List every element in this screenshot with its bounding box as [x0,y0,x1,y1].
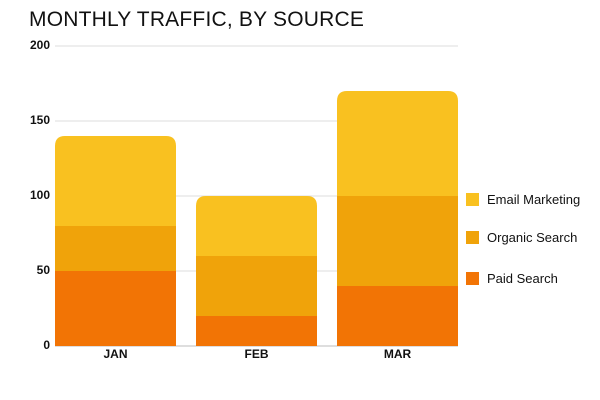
x-tick-label: JAN [103,347,128,361]
bar-segment-feb-paid-search [196,316,317,346]
bar-segment-mar-organic-search [337,196,458,286]
bar-segment-jan-organic-search [55,226,176,271]
y-tick-label: 150 [29,113,50,127]
x-tick-label: MAR [383,347,412,361]
bar-segment-feb-email-marketing [196,196,317,256]
legend-label: Organic Search [487,229,578,245]
y-tick-label: 200 [29,38,50,52]
y-tick-label: 0 [43,338,50,352]
chart-title: MONTHLY TRAFFIC, BY SOURCE [29,8,365,31]
bar-segment-mar-paid-search [337,286,458,346]
bar-stack-mar [337,91,458,346]
y-tick-label: 50 [36,263,50,277]
legend-item: Paid Search [466,270,558,286]
legend-item: Organic Search [466,229,577,245]
legend-swatch [466,192,479,206]
legend-label: Paid Search [487,270,558,286]
legend-swatch [466,230,479,244]
bar-segment-jan-paid-search [55,271,176,346]
bar-stack-jan [55,136,176,346]
bar-segment-mar-email-marketing [337,91,458,196]
bar-stack-feb [196,196,317,346]
x-tick-label: FEB [244,347,269,361]
bar-segment-feb-organic-search [196,256,317,316]
legend-item: Email Marketing [466,191,580,207]
legend-label: Email Marketing [487,191,581,207]
bar-segment-jan-email-marketing [55,136,176,226]
y-tick-label: 100 [29,188,50,202]
legend-swatch [466,271,479,285]
